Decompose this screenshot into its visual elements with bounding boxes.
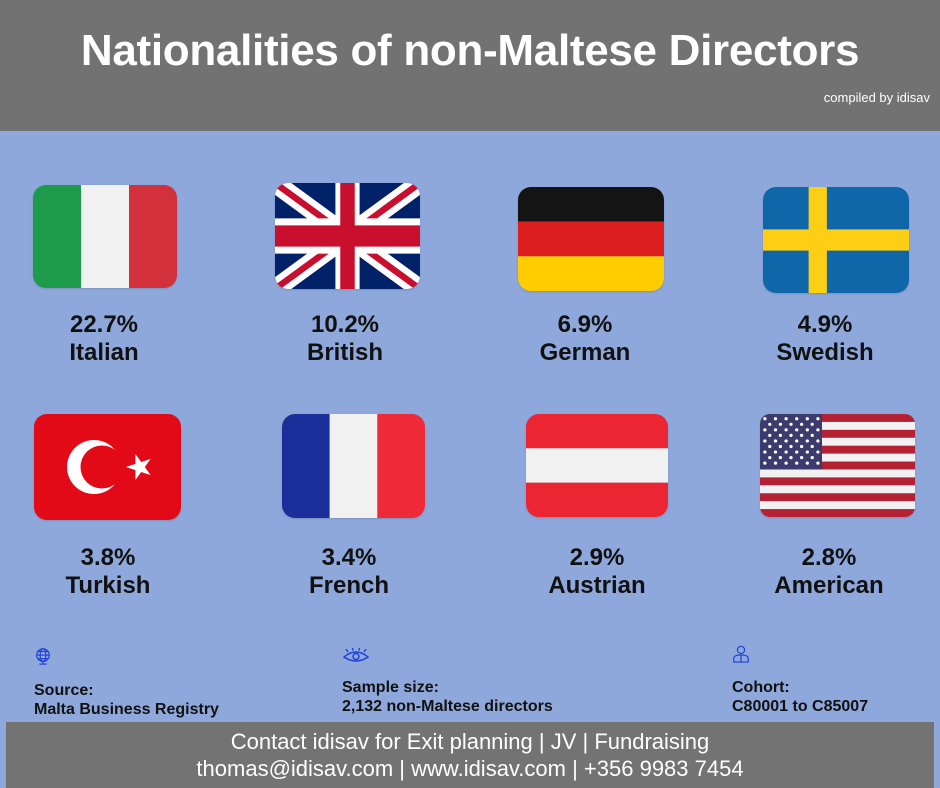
globe-icon — [34, 647, 52, 665]
stat-percent: 4.9% — [797, 311, 853, 338]
source-info: Source: Malta Business Registry — [34, 681, 219, 719]
stat-percent: 10.2% — [310, 311, 380, 338]
germany-flag-icon — [518, 187, 664, 291]
stat-nationality: Turkish — [65, 572, 151, 599]
source-label: Source: — [34, 682, 94, 699]
stat-nationality: American — [774, 572, 884, 599]
footer-edge-right — [934, 722, 940, 788]
footer-contact-line: Contact idisav for Exit planning | JV | … — [230, 729, 710, 754]
austria-flag-icon — [526, 414, 668, 517]
stat-swedish: 4.9% Swedish — [725, 311, 925, 367]
stat-nationality: Swedish — [776, 339, 874, 366]
usa-flag-icon — [760, 414, 915, 517]
stat-nationality: British — [306, 339, 383, 366]
stat-nationality: Austrian — [548, 572, 646, 599]
person-icon — [732, 645, 750, 663]
stat-austrian: 2.9% Austrian — [497, 544, 697, 600]
stat-turkish: 3.8% Turkish — [8, 544, 208, 600]
footer-details-line: thomas@idisav.com | www.idisav.com | +35… — [196, 756, 744, 781]
stat-nationality: French — [308, 572, 389, 599]
uk-flag-icon — [275, 183, 420, 289]
sample-size-value: 2,132 non-Maltese directors — [342, 698, 553, 715]
stat-percent: 2.9% — [569, 544, 625, 571]
stat-nationality: Italian — [69, 339, 139, 366]
cohort-info: Cohort: C80001 to C85007 — [732, 678, 868, 716]
stat-italian: 22.7% Italian — [4, 311, 204, 367]
source-value: Malta Business Registry — [34, 701, 219, 718]
stat-percent: 2.8% — [801, 544, 857, 571]
footer-edge-left — [0, 722, 6, 788]
page-title: Nationalities of non-Maltese Directors — [80, 26, 860, 75]
stat-percent: 3.4% — [321, 544, 377, 571]
eye-icon — [342, 647, 370, 666]
stat-french: 3.4% French — [249, 544, 449, 600]
stat-percent: 6.9% — [557, 311, 613, 338]
footer-bar: Contact idisav for Exit planning | JV | … — [0, 722, 940, 788]
stat-percent: 22.7% — [69, 311, 139, 338]
italy-flag-icon — [33, 185, 177, 288]
header-bar: Nationalities of non-Maltese Directors c… — [0, 0, 940, 131]
stat-german: 6.9% German — [485, 311, 685, 367]
turkey-flag-icon — [34, 414, 181, 520]
sample-size-info: Sample size: 2,132 non-Maltese directors — [342, 678, 553, 716]
cohort-value: C80001 to C85007 — [732, 698, 869, 715]
cohort-label: Cohort: — [732, 679, 790, 696]
page-subtitle: compiled by idisav — [823, 90, 930, 105]
stat-percent: 3.8% — [80, 544, 136, 571]
stat-american: 2.8% American — [729, 544, 929, 600]
sample-size-label: Sample size: — [342, 679, 439, 696]
france-flag-icon — [282, 414, 425, 518]
sweden-flag-icon — [763, 187, 909, 293]
stat-british: 10.2% British — [245, 311, 445, 367]
stat-nationality: German — [539, 339, 631, 366]
